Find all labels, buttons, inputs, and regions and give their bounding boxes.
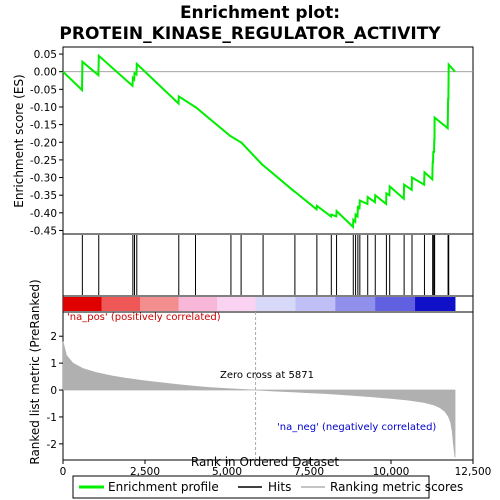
es-tick-label: -0.15 [30, 120, 57, 132]
ranking-metric-area [62, 341, 456, 458]
x-tick-label: 5,000 [212, 466, 242, 478]
legend-hits-label: Hits [268, 480, 291, 494]
enrichment-profile-line [62, 53, 456, 230]
chart-title-line2: PROTEIN_KINASE_REGULATOR_ACTIVITY [59, 24, 441, 44]
es-panel [62, 46, 474, 235]
chart-title-line1: Enrichment plot: [180, 3, 340, 23]
hits-series [81, 235, 450, 295]
es-tick-label: -0.10 [30, 102, 57, 114]
metric-axis-label: Ranked list metric (PreRanked) [28, 279, 42, 464]
heatmap-segment-neg [255, 297, 296, 311]
metric-tick-label: -2 [47, 439, 57, 451]
es-tick-label: -0.30 [30, 173, 57, 185]
heatmap-segment-pos [217, 297, 257, 311]
x-tick-label: 10,000 [373, 466, 410, 478]
es-tick-label: -0.20 [30, 137, 57, 149]
x-axis-label: Rank in Ordered Dataset [191, 455, 339, 469]
metric-tick-label: 2 [50, 331, 57, 343]
heatmap-segment-pos [63, 297, 103, 311]
metric-tick-label: 1 [50, 358, 57, 370]
heatmap-segment-neg [375, 297, 416, 311]
enrichment-profile-series [62, 53, 456, 230]
es-tick-label: -0.05 [30, 84, 57, 96]
es-tick-label: -0.45 [30, 225, 57, 237]
heatmap-segment-neg [295, 297, 336, 311]
heatmap-segment-pos [140, 297, 180, 311]
es-axis: 0.05 0.00 -0.05 -0.10 -0.15 -0.20 -0.25 -0.30 -0… [30, 49, 63, 237]
neg-correlated-label: 'na_neg' (negatively correlated) [277, 422, 436, 433]
es-axis-label: Enrichment score (ES) [12, 74, 26, 207]
x-tick-label: 2,500 [130, 466, 160, 478]
x-tick-label: 7,500 [294, 466, 324, 478]
metric-tick-label: 0 [50, 385, 57, 397]
es-tick-label: -0.25 [30, 155, 57, 167]
legend-metric-label: Ranking metric scores [330, 480, 463, 494]
x-tick-label: 12,500 [455, 466, 492, 478]
es-tick-label: 0.05 [34, 49, 57, 61]
es-tick-label: -0.40 [30, 208, 57, 220]
metric-tick-label: -1 [47, 412, 57, 424]
rank-heatmap [63, 297, 456, 311]
heatmap-segment-pos [101, 297, 141, 311]
heatmap-segment-neg [335, 297, 376, 311]
zero-cross-label: Zero cross at 5871 [220, 370, 314, 381]
legend-es-label: Enrichment profile [108, 480, 219, 494]
x-tick-label: 0 [60, 466, 67, 478]
ranking-metric-series [62, 312, 456, 460]
pos-correlated-label: 'na_pos' (positively correlated) [67, 312, 221, 323]
es-tick-label: 0.00 [34, 67, 57, 79]
heatmap-segment-pos [178, 297, 218, 311]
es-tick-label: -0.35 [30, 190, 57, 202]
x-axis: 0 2,500 5,000 7,500 10,000 12,500 [60, 460, 492, 478]
metric-axis: 2 1 0 -1 -2 [47, 331, 63, 451]
heatmap-segment-neg [415, 297, 456, 311]
